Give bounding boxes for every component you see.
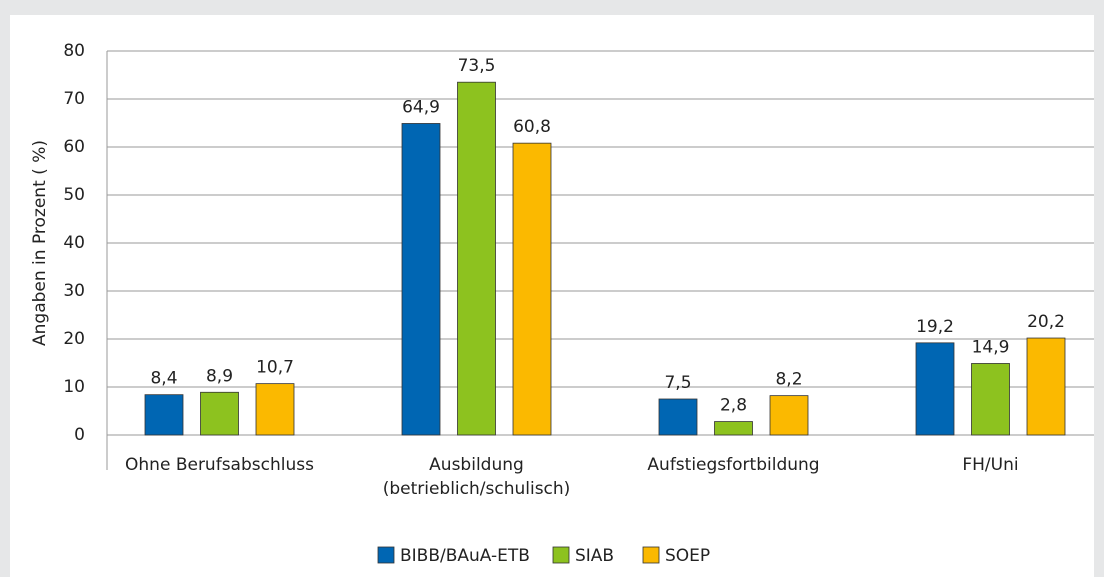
y-tick-label: 70	[63, 89, 85, 109]
x-tick-label: Ohne Berufsabschluss	[125, 455, 314, 475]
legend-label: BIBB/BAuA-ETB	[400, 546, 530, 566]
bar	[1026, 337, 1066, 436]
bar	[769, 395, 809, 436]
bar	[457, 81, 496, 436]
legend-swatch	[642, 546, 660, 564]
bar	[255, 383, 295, 436]
y-tick-label: 60	[63, 137, 85, 157]
y-axis-label: Angaben in Prozent ( %)	[30, 140, 50, 346]
bar	[401, 123, 441, 436]
value-label: 10,7	[256, 358, 294, 378]
y-tick-label: 50	[63, 185, 85, 205]
legend-label: SIAB	[575, 546, 614, 566]
y-tick-label: 40	[63, 233, 85, 253]
value-label: 14,9	[972, 337, 1010, 357]
y-tick-label: 80	[63, 41, 85, 61]
bar	[714, 421, 753, 436]
legend-swatch	[552, 546, 570, 564]
bar	[144, 394, 184, 436]
value-label: 73,5	[458, 56, 496, 76]
x-tick-label: Ausbildung (betrieblich/schulisch)	[382, 455, 571, 499]
y-tick-label: 20	[63, 329, 85, 349]
value-label: 8,9	[206, 366, 233, 386]
value-label: 20,2	[1027, 312, 1065, 332]
value-label: 64,9	[402, 97, 440, 117]
value-label: 8,4	[150, 369, 177, 389]
bar	[971, 363, 1010, 436]
bar	[512, 142, 552, 436]
x-tick-label: Aufstiegsfortbildung	[647, 455, 820, 475]
x-tick-label: FH/Uni	[962, 455, 1019, 475]
value-label: 2,8	[720, 396, 747, 416]
bar	[200, 391, 239, 436]
value-label: 19,2	[916, 317, 954, 337]
value-label: 8,2	[775, 370, 802, 390]
y-tick-label: 0	[74, 425, 85, 445]
panel	[10, 15, 1094, 577]
bar	[915, 342, 955, 436]
y-tick-label: 10	[63, 377, 85, 397]
value-label: 7,5	[664, 373, 691, 393]
y-tick-label: 30	[63, 281, 85, 301]
legend-swatch	[377, 546, 395, 564]
legend-label: SOEP	[665, 546, 710, 566]
bar	[658, 398, 698, 436]
value-label: 60,8	[513, 117, 551, 137]
